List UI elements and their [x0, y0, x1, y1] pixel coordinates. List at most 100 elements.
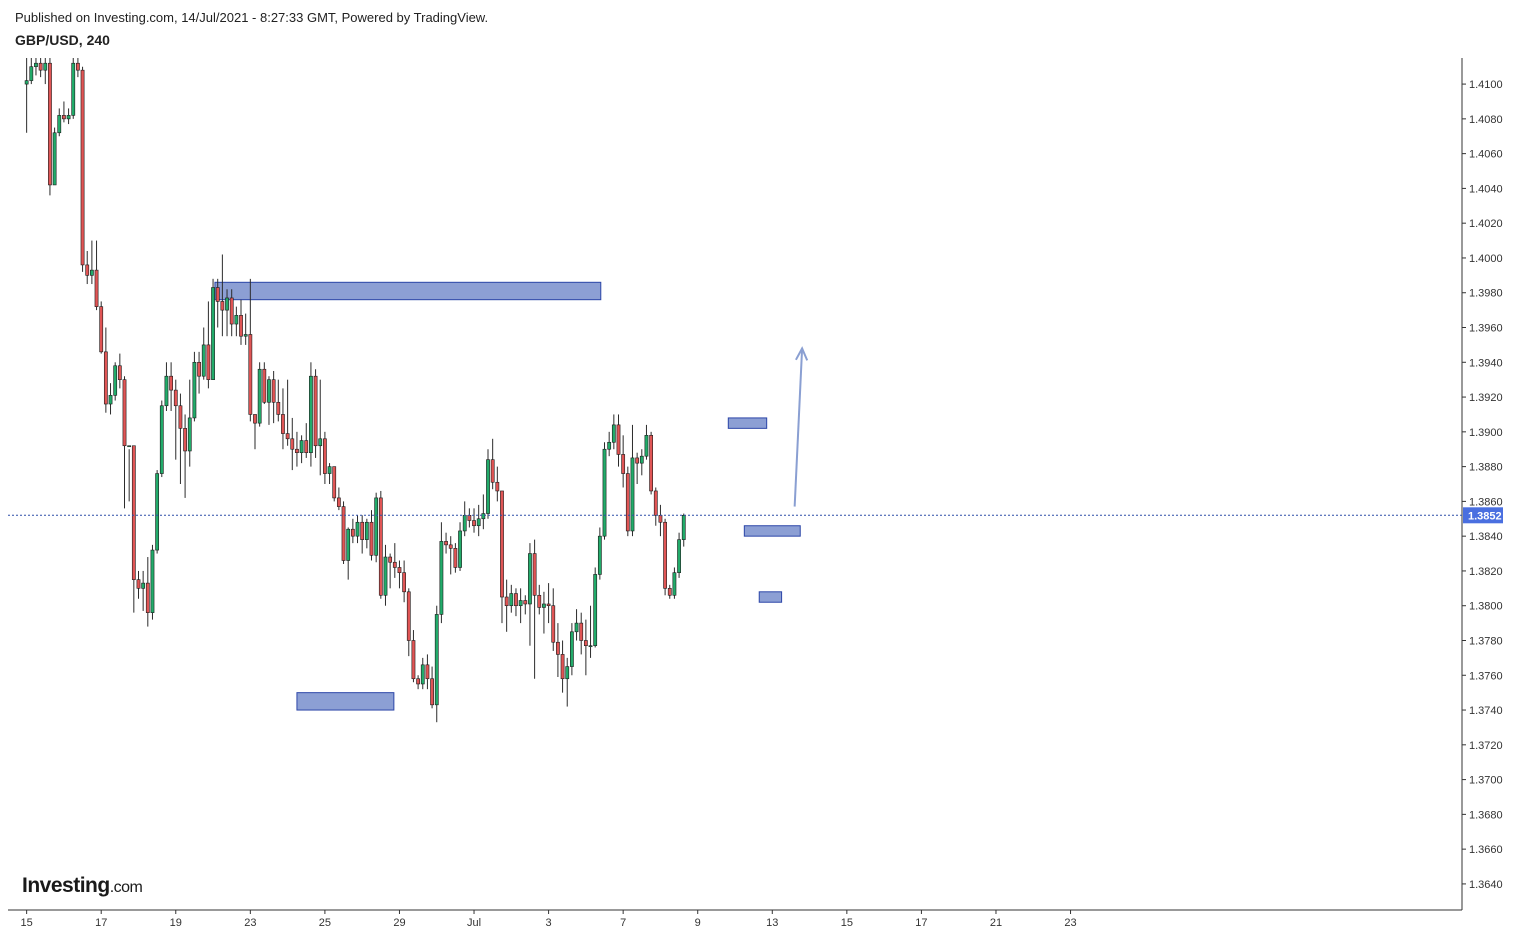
candle [350, 518, 355, 544]
price-tick-label: 1.3920 [1469, 392, 1503, 404]
bullish-candle-body [439, 541, 444, 615]
candle [672, 567, 677, 599]
price-tick-label: 1.3840 [1469, 531, 1503, 543]
candle [537, 584, 542, 615]
candle [583, 619, 588, 676]
candle [374, 492, 379, 563]
bearish-candle-body [453, 548, 458, 568]
candle [290, 417, 295, 471]
candle [570, 623, 574, 676]
candle [467, 508, 472, 528]
bearish-candle-body [537, 594, 542, 608]
candle [406, 588, 411, 657]
bearish-candle-body [514, 593, 518, 607]
bearish-candle-body [411, 640, 416, 680]
candle [402, 560, 407, 603]
time-tick-label: 19 [170, 917, 182, 929]
bullish-candle-body [24, 80, 29, 85]
bullish-candle-body [159, 405, 164, 474]
candle [369, 510, 374, 561]
bullish-candle-body [476, 518, 481, 527]
bearish-candle-body [99, 306, 104, 353]
bearish-candle-body [406, 591, 411, 641]
candle [677, 532, 681, 578]
time-tick-label: Jul [467, 917, 481, 929]
price-tick-label: 1.3960 [1469, 323, 1503, 335]
price-tick-label: 1.4100 [1469, 79, 1503, 91]
candle [444, 532, 448, 554]
price-tick-label: 1.3720 [1469, 740, 1503, 752]
candle [145, 557, 150, 627]
bullish-candle-body [644, 435, 649, 457]
bearish-candle-body [48, 62, 52, 186]
candle [630, 424, 635, 537]
bullish-candle-body [243, 334, 248, 337]
support-resistance-zone [743, 525, 801, 537]
candle [635, 452, 640, 484]
candle [476, 504, 481, 537]
price-tick-label: 1.3860 [1469, 496, 1503, 508]
candle [681, 513, 686, 547]
candle [397, 560, 402, 589]
bullish-candle-body [192, 361, 197, 419]
bullish-candle-body [108, 395, 113, 405]
candle [113, 362, 118, 401]
bearish-candle-body [76, 62, 80, 71]
price-tick-label: 1.3740 [1469, 705, 1503, 717]
candle [602, 442, 607, 540]
bearish-candle-body [122, 379, 127, 447]
bearish-candle-body [635, 457, 640, 464]
price-tick-label: 1.3680 [1469, 809, 1503, 821]
candle [38, 58, 43, 78]
bearish-candle-body [532, 553, 537, 596]
candle [178, 393, 183, 484]
bullish-candle-body [374, 497, 379, 556]
candle [225, 289, 229, 337]
candle [159, 400, 164, 478]
candle [94, 240, 99, 311]
bullish-candle-body [481, 513, 486, 520]
bullish-candle-body [420, 664, 425, 685]
candle [621, 435, 626, 488]
time-tick-label: 13 [766, 917, 778, 929]
bullish-candle-body [71, 62, 76, 116]
bearish-candle-body [663, 521, 667, 589]
time-tick-label: 3 [546, 917, 552, 929]
candle [495, 466, 500, 502]
bearish-candle-body [621, 454, 626, 474]
candle [71, 58, 76, 119]
bearish-candle-body [360, 521, 365, 540]
bullish-candle-body [29, 66, 34, 81]
bullish-candle-body [346, 528, 351, 561]
bearish-candle-body [579, 622, 584, 641]
bullish-candle-body [66, 115, 71, 120]
bullish-candle-body [630, 457, 635, 532]
bearish-candle-body [551, 605, 556, 643]
time-tick-label: 15 [21, 917, 33, 929]
candle [565, 657, 570, 707]
bearish-candle-body [80, 69, 85, 266]
price-tick-label: 1.4080 [1469, 114, 1503, 126]
candle [639, 449, 644, 476]
bearish-candle-body [197, 361, 201, 377]
bearish-candle-body [490, 459, 495, 483]
candle [173, 379, 178, 460]
candle [383, 544, 388, 606]
candle [458, 522, 462, 571]
candle [318, 379, 323, 476]
bearish-candle-body [350, 528, 355, 537]
bearish-candle-body [416, 678, 420, 685]
bearish-candle-body [62, 115, 66, 120]
price-tick-label: 1.3900 [1469, 427, 1503, 439]
bullish-candle-body [52, 132, 57, 186]
time-tick-label: 15 [841, 917, 853, 929]
bullish-candle-body [150, 549, 155, 613]
bearish-candle-body [145, 582, 150, 613]
bullish-candle-body [611, 424, 616, 443]
time-tick-label: 23 [244, 917, 256, 929]
candle [490, 438, 495, 490]
candle [108, 383, 113, 415]
projection-arrow-head [795, 346, 809, 361]
bullish-candle-body [155, 473, 160, 551]
